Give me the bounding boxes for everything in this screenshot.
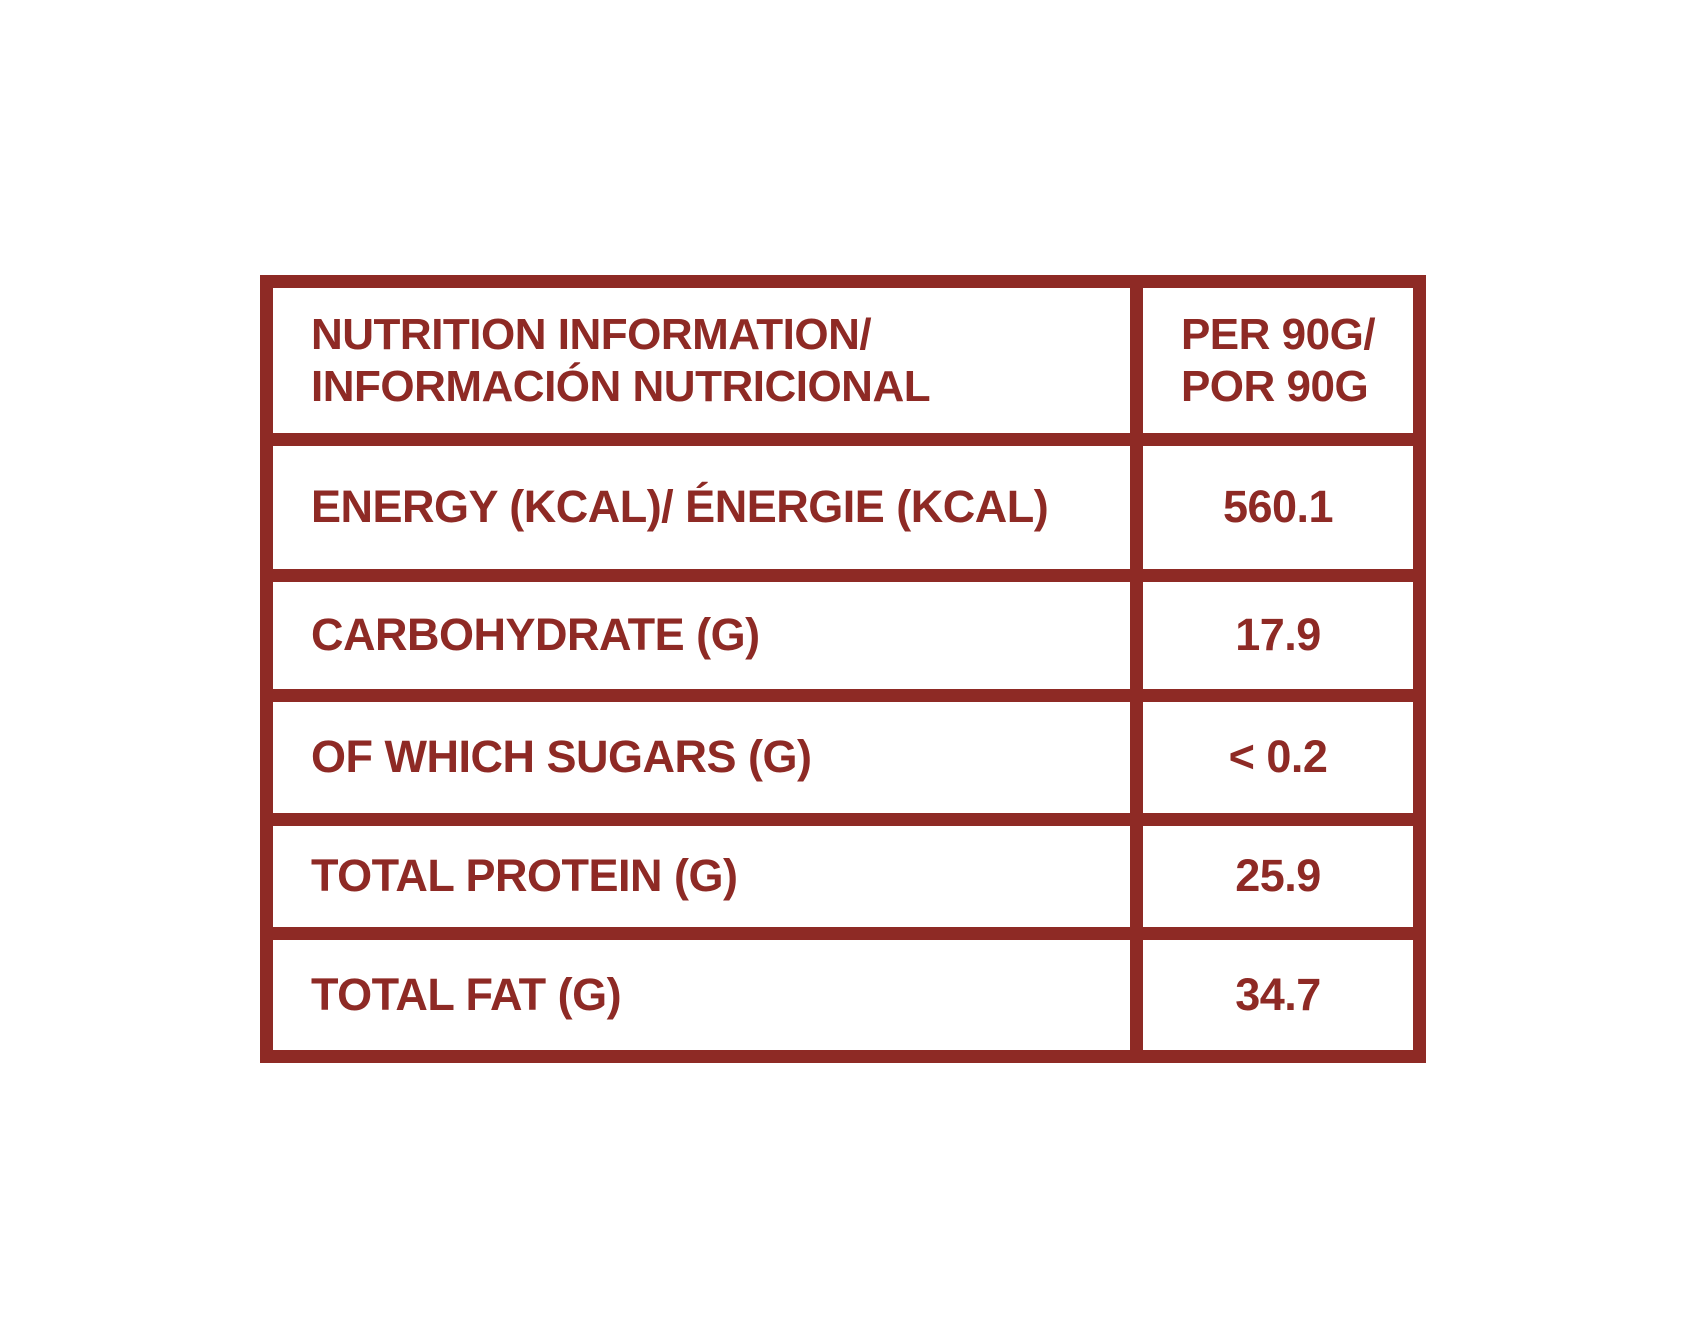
row-value-energy: 560.1 [1143, 446, 1413, 569]
table-header-title: NUTRITION INFORMATION/ INFORMACIÓN NUTRI… [273, 288, 1130, 433]
row-value-sugars: < 0.2 [1143, 702, 1413, 813]
nutrition-table: NUTRITION INFORMATION/ INFORMACIÓN NUTRI… [260, 275, 1426, 1063]
row-value-fat: 34.7 [1143, 940, 1413, 1050]
row-label-protein: TOTAL PROTEIN (G) [273, 826, 1130, 927]
row-label-energy: ENERGY (KCAL)/ ÉNERGIE (KCAL) [273, 446, 1130, 569]
row-label-carbohydrate: CARBOHYDRATE (G) [273, 582, 1130, 689]
row-value-protein: 25.9 [1143, 826, 1413, 927]
row-label-fat: TOTAL FAT (G) [273, 940, 1130, 1050]
table-header-serving-text: PER 90G/ POR 90G [1180, 310, 1376, 411]
table-header-serving: PER 90G/ POR 90G [1143, 288, 1413, 433]
row-label-sugars: OF WHICH SUGARS (G) [273, 702, 1130, 813]
row-value-carbohydrate: 17.9 [1143, 582, 1413, 689]
